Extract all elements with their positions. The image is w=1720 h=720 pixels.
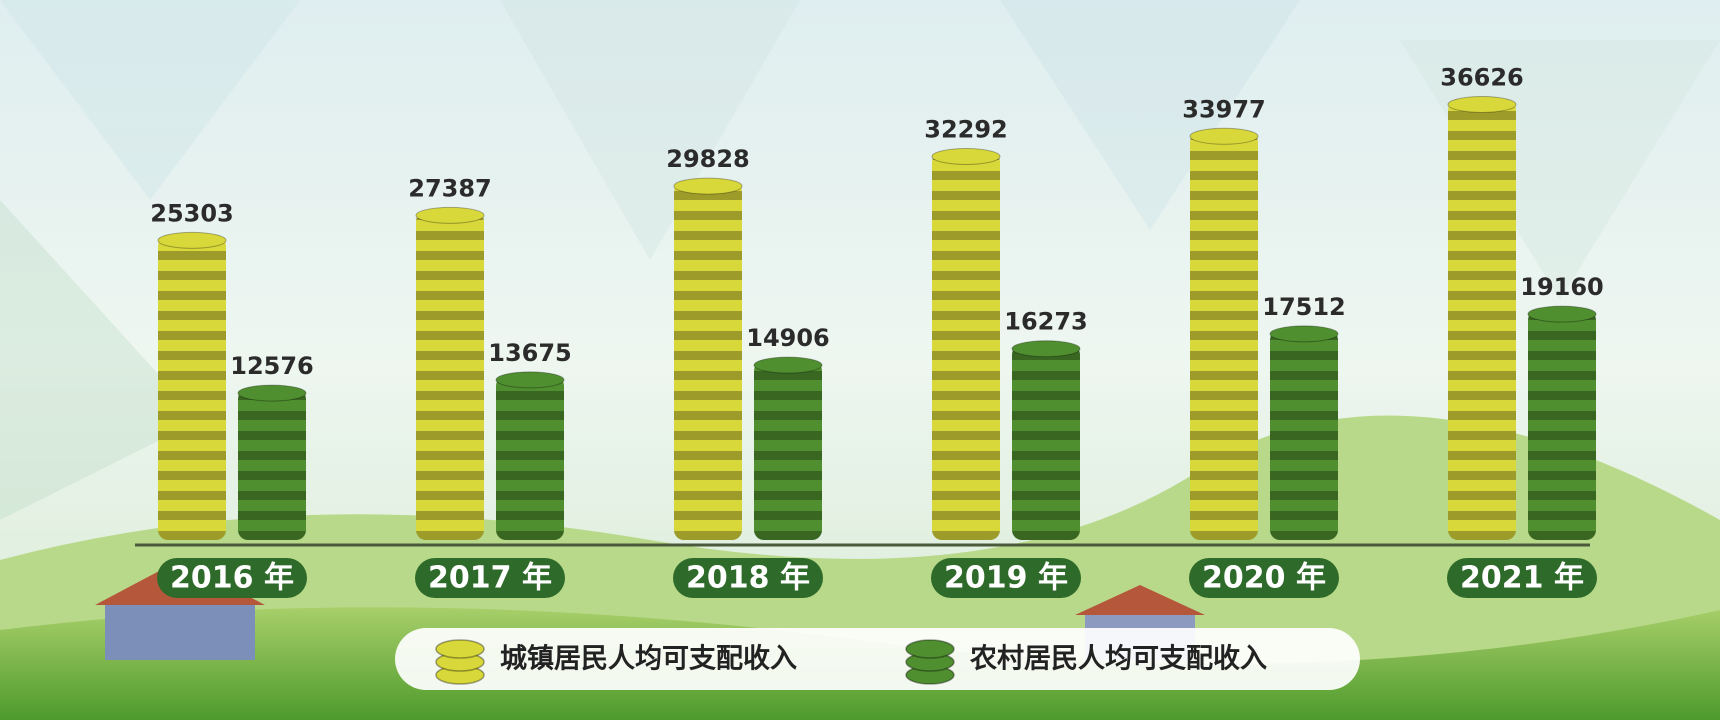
value-label: 12576 bbox=[230, 352, 314, 380]
legend-coin bbox=[435, 639, 485, 659]
x-tick-label: 2020 年 bbox=[1202, 561, 1326, 596]
legend-coin bbox=[905, 639, 955, 659]
value-label: 14906 bbox=[746, 324, 830, 352]
value-label: 27387 bbox=[408, 174, 492, 202]
legend-label: 城镇居民人均可支配收入 bbox=[500, 644, 797, 675]
coin-top bbox=[753, 356, 823, 374]
x-tick-label: 2016 年 bbox=[170, 561, 294, 596]
bar bbox=[1448, 100, 1516, 540]
x-tick-label: 2021 年 bbox=[1460, 561, 1584, 596]
bar bbox=[1270, 329, 1338, 540]
bar bbox=[754, 361, 822, 540]
bar bbox=[932, 152, 1000, 540]
value-label: 17512 bbox=[1262, 293, 1346, 321]
coin-top bbox=[1011, 340, 1081, 358]
bar bbox=[238, 389, 306, 540]
value-label: 33977 bbox=[1182, 95, 1266, 123]
coin-top bbox=[415, 206, 485, 224]
coin-top bbox=[1189, 127, 1259, 145]
coin-top bbox=[1447, 95, 1517, 113]
value-label: 19160 bbox=[1520, 273, 1604, 301]
value-label: 16273 bbox=[1004, 308, 1088, 336]
bar bbox=[1190, 132, 1258, 540]
x-tick-label: 2018 年 bbox=[686, 561, 810, 596]
legend-box bbox=[395, 628, 1360, 690]
value-label: 13675 bbox=[488, 339, 572, 367]
coin-top bbox=[1269, 325, 1339, 343]
bar bbox=[1012, 344, 1080, 540]
bar bbox=[1528, 310, 1596, 540]
x-tick-label: 2017 年 bbox=[428, 561, 552, 596]
category-pill bbox=[415, 558, 565, 598]
value-label: 29828 bbox=[666, 145, 750, 173]
coin-top bbox=[673, 177, 743, 195]
category-pill bbox=[931, 558, 1081, 598]
bar bbox=[158, 236, 226, 540]
category-pill bbox=[157, 558, 307, 598]
coin-top bbox=[157, 231, 227, 249]
bar bbox=[416, 211, 484, 540]
category-pill bbox=[1189, 558, 1339, 598]
legend-label: 农村居民人均可支配收入 bbox=[969, 644, 1267, 675]
value-label: 25303 bbox=[150, 199, 234, 227]
category-pill bbox=[673, 558, 823, 598]
category-pill bbox=[1447, 558, 1597, 598]
value-label: 32292 bbox=[924, 115, 1008, 143]
coin-top bbox=[495, 371, 565, 389]
value-label: 36626 bbox=[1440, 63, 1524, 91]
coin-top bbox=[1527, 305, 1597, 323]
coin-top bbox=[237, 384, 307, 402]
x-tick-label: 2019 年 bbox=[944, 561, 1068, 596]
coin-top bbox=[931, 147, 1001, 165]
bar bbox=[496, 375, 564, 540]
bar bbox=[674, 182, 742, 540]
